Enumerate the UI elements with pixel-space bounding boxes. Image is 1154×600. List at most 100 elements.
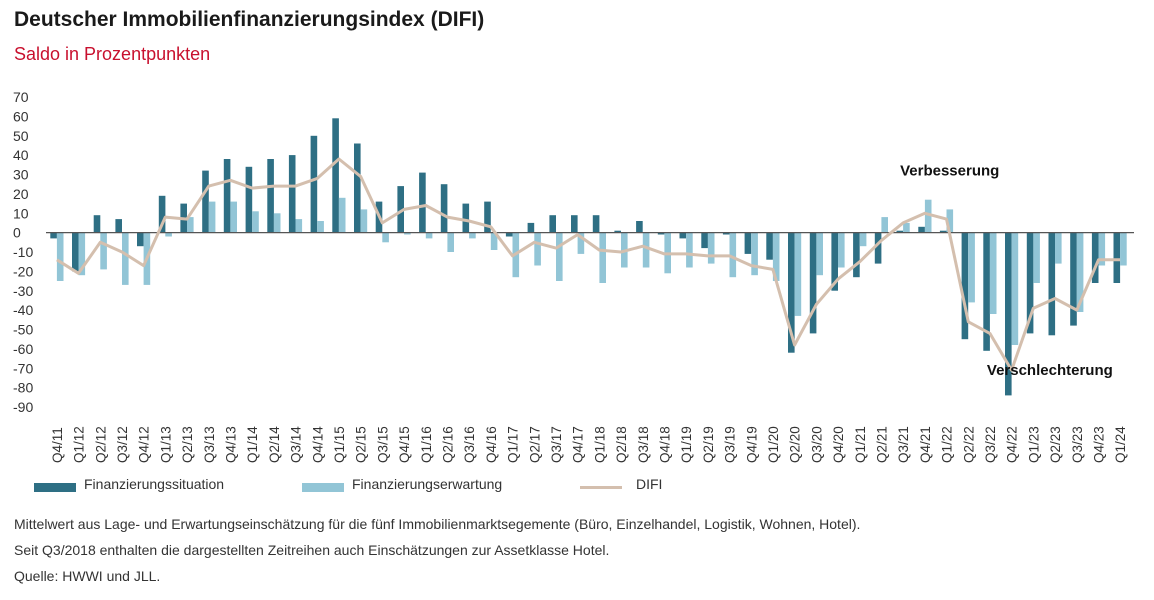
bar-expectation xyxy=(230,201,237,233)
y-tick-label: 50 xyxy=(13,128,29,144)
bar-expectation xyxy=(794,232,802,316)
bar-expectation xyxy=(859,232,867,247)
y-tick-label: 40 xyxy=(13,147,29,163)
footnote-1: Mittelwert aus Lage- und Erwartungseinsc… xyxy=(14,516,861,532)
x-tick-label: Q4/16 xyxy=(484,426,499,463)
x-tick-label: Q2/17 xyxy=(527,426,542,463)
x-tick-label: Q3/23 xyxy=(1070,426,1085,463)
bar-expectation xyxy=(924,199,932,233)
legend-swatch-situation xyxy=(34,483,76,492)
bar-situation xyxy=(831,232,838,291)
bar-situation xyxy=(288,155,296,233)
bar-situation xyxy=(853,232,860,278)
bar-situation xyxy=(961,232,969,340)
x-tick-label: Q3/16 xyxy=(462,426,477,463)
bar-situation xyxy=(462,203,470,233)
bar-expectation xyxy=(1033,232,1040,283)
x-tick-label: Q3/19 xyxy=(723,426,738,463)
bar-expectation xyxy=(903,222,910,233)
bar-expectation xyxy=(729,232,737,278)
bar-situation xyxy=(939,230,947,233)
difi-line xyxy=(56,157,1121,372)
x-tick-label: Q4/20 xyxy=(831,426,846,463)
x-tick-label: Q3/13 xyxy=(202,426,217,463)
y-tick-label: 60 xyxy=(13,108,29,124)
bar-situation xyxy=(983,232,990,351)
bar-situation xyxy=(505,232,513,237)
x-tick-label: Q4/22 xyxy=(1005,426,1020,463)
bar-expectation xyxy=(469,232,476,239)
bar-expectation xyxy=(838,232,845,268)
x-tick-label: Q3/22 xyxy=(983,426,998,463)
bar-situation xyxy=(137,232,144,247)
bar-expectation xyxy=(1098,232,1106,266)
bar-situation xyxy=(310,135,318,233)
x-tick-label: Q4/11 xyxy=(50,427,65,463)
bar-expectation xyxy=(187,217,194,233)
x-tick-label: Q1/24 xyxy=(1113,426,1128,463)
bar-expectation xyxy=(1120,232,1127,266)
x-tick-label: Q1/21 xyxy=(853,426,868,463)
bar-situation xyxy=(744,232,752,254)
x-tick-label: Q1/12 xyxy=(72,426,87,463)
bar-situation xyxy=(679,232,687,239)
x-tick-label: Q2/14 xyxy=(267,426,282,463)
bar-situation xyxy=(93,215,101,233)
bar-situation xyxy=(158,195,166,233)
bar-expectation xyxy=(534,232,541,266)
bar-situation xyxy=(223,159,231,233)
bar-expectation xyxy=(642,232,650,268)
bar-situation xyxy=(766,232,773,260)
bar-situation xyxy=(809,232,817,334)
x-tick-label: Q4/15 xyxy=(397,426,412,463)
chart-subtitle: Saldo in Prozentpunkten xyxy=(14,44,211,64)
x-tick-label: Q1/17 xyxy=(506,426,521,463)
x-tick-label: Q2/15 xyxy=(354,426,369,463)
x-tick-label: Q2/23 xyxy=(1048,426,1063,463)
annotation-improvement: Verbesserung xyxy=(900,163,999,180)
y-tick-label: 0 xyxy=(13,225,21,241)
y-tick-label: -40 xyxy=(13,302,33,318)
bar-expectation xyxy=(252,211,259,233)
bar-situation xyxy=(1005,232,1012,396)
x-tick-label: Q3/17 xyxy=(549,426,564,463)
x-tick-label: Q3/20 xyxy=(809,426,824,463)
bar-situation xyxy=(332,118,339,233)
x-tick-label: Q4/12 xyxy=(137,426,152,463)
legend-label-expectation: Finanzierungserwartung xyxy=(352,476,503,492)
x-tick-label: Q2/20 xyxy=(788,426,803,463)
footnote-3: Quelle: HWWI und JLL. xyxy=(14,568,161,584)
x-tick-label: Q2/21 xyxy=(874,426,889,463)
bar-expectation xyxy=(707,232,715,264)
x-tick-label: Q3/18 xyxy=(636,426,651,463)
legend-label-difi: DIFI xyxy=(636,476,663,492)
legend-label-situation: Finanzierungssituation xyxy=(84,476,225,492)
y-tick-label: -70 xyxy=(13,360,33,376)
bar-situation xyxy=(614,230,621,233)
bar-expectation xyxy=(577,232,585,254)
bar-expectation xyxy=(425,232,433,239)
bar-expectation xyxy=(490,232,498,250)
bar-expectation xyxy=(317,221,324,233)
bar-expectation xyxy=(1076,232,1084,312)
y-tick-label: -80 xyxy=(13,380,33,396)
x-tick-label: Q2/19 xyxy=(701,426,716,463)
y-tick-label: -60 xyxy=(13,341,33,357)
bar-situation xyxy=(549,215,556,233)
bar-situation xyxy=(571,215,578,233)
bar-expectation xyxy=(78,232,86,276)
bar-situation xyxy=(722,232,730,235)
y-tick-label: 10 xyxy=(13,205,29,221)
bar-situation xyxy=(72,232,79,272)
bar-situation xyxy=(202,170,209,233)
x-tick-label: Q4/18 xyxy=(657,426,672,463)
bar-expectation xyxy=(772,232,780,281)
bar-situation xyxy=(657,232,665,235)
bar-expectation xyxy=(816,232,823,276)
bar-situation xyxy=(896,230,904,233)
x-tick-label: Q2/18 xyxy=(614,426,629,463)
bar-expectation xyxy=(122,232,129,285)
x-tick-label: Q4/21 xyxy=(918,426,933,463)
bar-expectation xyxy=(447,232,454,252)
bar-situation xyxy=(788,232,795,353)
